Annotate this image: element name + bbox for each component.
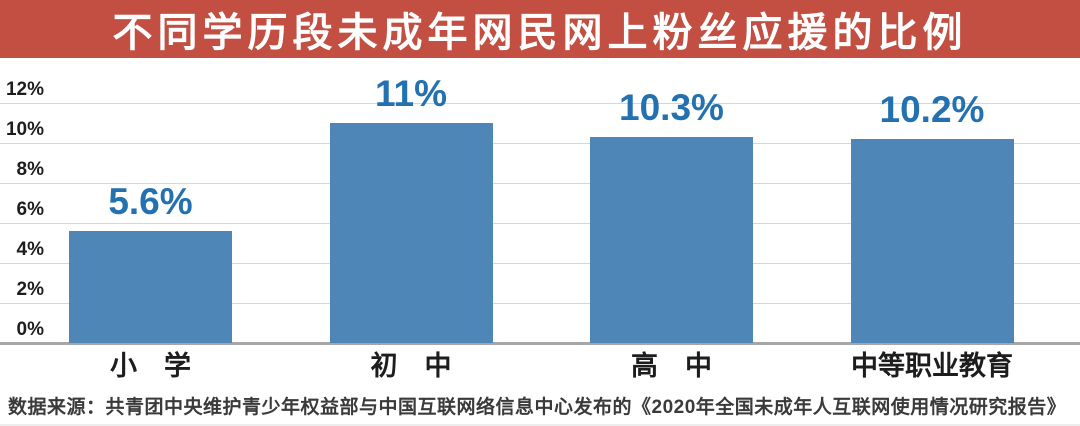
- y-axis-tick-label: 8%: [16, 159, 44, 180]
- y-axis-tick-label: 0%: [16, 319, 44, 340]
- gridline: [0, 303, 1080, 304]
- category-label: 初 中: [370, 351, 452, 381]
- gridline: [0, 143, 1080, 144]
- bar-value-label: 5.6%: [108, 181, 193, 222]
- y-axis-tick-label: 12%: [5, 79, 44, 100]
- bar: [329, 123, 493, 343]
- bar: [590, 137, 753, 343]
- y-axis-tick-label: 6%: [16, 199, 44, 220]
- category-label: 高 中: [631, 351, 712, 381]
- data-source-note: 数据来源：共青团中央维护青少年权益部与中国互联网络信息中心发布的《2020年全国…: [8, 397, 1067, 418]
- gridline: [0, 263, 1080, 264]
- bar-value-label: 10.2%: [879, 89, 985, 130]
- category-label: 中等职业教育: [851, 351, 1013, 381]
- y-axis-tick-label: 2%: [16, 279, 44, 300]
- bar-value-label: 10.3%: [619, 87, 724, 128]
- chart-title: 不同学历段未成年网民网上粉丝应援的比例: [112, 11, 968, 55]
- y-axis-tick-label: 4%: [16, 239, 44, 260]
- bar: [850, 139, 1014, 343]
- gridline: [0, 103, 1080, 104]
- gridline: [0, 183, 1080, 184]
- bar: [69, 231, 232, 343]
- y-axis-tick-label: 10%: [5, 119, 44, 140]
- bar-value-label: 11%: [374, 73, 447, 114]
- title-banner: 不同学历段未成年网民网上粉丝应援的比例: [0, 0, 1080, 58]
- gridline: [0, 223, 1080, 224]
- category-label: 小 学: [110, 351, 191, 381]
- x-axis-baseline: [0, 342, 1080, 345]
